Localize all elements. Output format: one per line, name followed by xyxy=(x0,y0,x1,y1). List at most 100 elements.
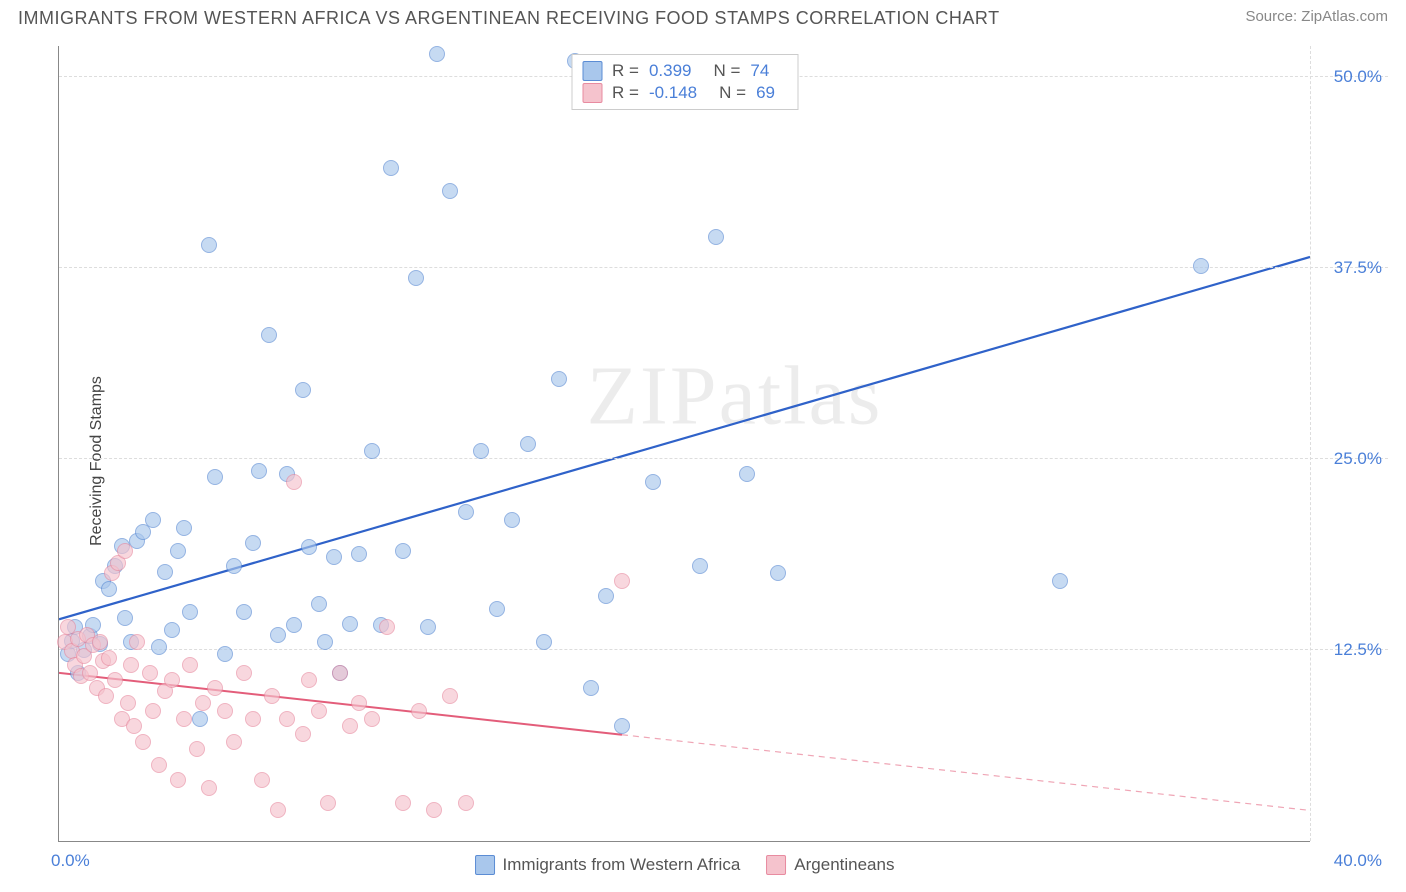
scatter-point xyxy=(236,665,252,681)
gridline xyxy=(59,649,1388,650)
scatter-point xyxy=(332,665,348,681)
scatter-point xyxy=(270,627,286,643)
scatter-point xyxy=(770,565,786,581)
y-tick-label: 50.0% xyxy=(1334,67,1382,87)
swatch-icon xyxy=(582,61,602,81)
scatter-point xyxy=(189,741,205,757)
scatter-point xyxy=(442,688,458,704)
scatter-point xyxy=(458,795,474,811)
swatch-icon xyxy=(475,855,495,875)
scatter-point xyxy=(1193,258,1209,274)
scatter-point xyxy=(245,711,261,727)
x-tick-max: 40.0% xyxy=(1334,851,1382,871)
legend-stats-row: R = -0.148 N = 69 xyxy=(582,83,787,103)
scatter-point xyxy=(145,512,161,528)
r-value: 0.399 xyxy=(649,61,692,81)
scatter-point xyxy=(286,474,302,490)
n-label: N = xyxy=(713,61,740,81)
legend-label: Argentineans xyxy=(794,855,894,875)
scatter-point xyxy=(164,672,180,688)
scatter-point xyxy=(182,657,198,673)
scatter-point xyxy=(142,665,158,681)
gridline xyxy=(59,267,1388,268)
scatter-point xyxy=(442,183,458,199)
scatter-point xyxy=(429,46,445,62)
scatter-point xyxy=(245,535,261,551)
legend-series: Immigrants from Western Africa Argentine… xyxy=(475,855,895,875)
n-value: 69 xyxy=(756,83,775,103)
scatter-point xyxy=(320,795,336,811)
scatter-point xyxy=(311,703,327,719)
gridline xyxy=(1310,46,1311,841)
scatter-point xyxy=(426,802,442,818)
scatter-point xyxy=(364,711,380,727)
r-value: -0.148 xyxy=(649,83,697,103)
scatter-point xyxy=(301,539,317,555)
scatter-point xyxy=(583,680,599,696)
y-tick-label: 25.0% xyxy=(1334,449,1382,469)
scatter-point xyxy=(395,543,411,559)
scatter-point xyxy=(264,688,280,704)
scatter-point xyxy=(170,772,186,788)
scatter-point xyxy=(92,634,108,650)
scatter-point xyxy=(226,734,242,750)
scatter-point xyxy=(614,573,630,589)
scatter-point xyxy=(504,512,520,528)
legend-stats-row: R = 0.399 N = 74 xyxy=(582,61,787,81)
source-label: Source: ZipAtlas.com xyxy=(1245,8,1388,25)
scatter-point xyxy=(351,695,367,711)
gridline xyxy=(59,458,1388,459)
scatter-point xyxy=(270,802,286,818)
scatter-point xyxy=(311,596,327,612)
scatter-point xyxy=(395,795,411,811)
scatter-point xyxy=(217,703,233,719)
scatter-point xyxy=(342,718,358,734)
scatter-point xyxy=(157,564,173,580)
scatter-point xyxy=(739,466,755,482)
r-label: R = xyxy=(612,83,639,103)
scatter-point xyxy=(123,657,139,673)
scatter-point xyxy=(170,543,186,559)
legend-stats: R = 0.399 N = 74 R = -0.148 N = 69 xyxy=(571,54,798,110)
scatter-point xyxy=(117,543,133,559)
scatter-point xyxy=(286,617,302,633)
scatter-point xyxy=(326,549,342,565)
scatter-point xyxy=(117,610,133,626)
n-label: N = xyxy=(719,83,746,103)
swatch-icon xyxy=(766,855,786,875)
scatter-point xyxy=(145,703,161,719)
scatter-point xyxy=(598,588,614,604)
scatter-point xyxy=(98,688,114,704)
y-tick-label: 37.5% xyxy=(1334,258,1382,278)
scatter-point xyxy=(120,695,136,711)
scatter-point xyxy=(207,680,223,696)
scatter-point xyxy=(295,382,311,398)
scatter-point xyxy=(645,474,661,490)
scatter-point xyxy=(101,581,117,597)
watermark: ZIPatlas xyxy=(587,347,883,444)
scatter-point xyxy=(295,726,311,742)
scatter-point xyxy=(207,469,223,485)
scatter-point xyxy=(151,757,167,773)
scatter-point xyxy=(254,772,270,788)
scatter-point xyxy=(226,558,242,574)
legend-label: Immigrants from Western Africa xyxy=(503,855,741,875)
scatter-point xyxy=(364,443,380,459)
scatter-point xyxy=(458,504,474,520)
scatter-point xyxy=(176,520,192,536)
scatter-point xyxy=(551,371,567,387)
scatter-point xyxy=(408,270,424,286)
scatter-point xyxy=(107,672,123,688)
scatter-point xyxy=(692,558,708,574)
legend-item: Immigrants from Western Africa xyxy=(475,855,741,875)
r-label: R = xyxy=(612,61,639,81)
chart-area: Receiving Food Stamps ZIPatlas R = 0.399… xyxy=(18,38,1388,884)
scatter-point xyxy=(251,463,267,479)
scatter-point xyxy=(164,622,180,638)
scatter-point xyxy=(101,650,117,666)
scatter-point xyxy=(473,443,489,459)
scatter-point xyxy=(201,780,217,796)
legend-item: Argentineans xyxy=(766,855,894,875)
scatter-point xyxy=(261,327,277,343)
scatter-point xyxy=(279,711,295,727)
